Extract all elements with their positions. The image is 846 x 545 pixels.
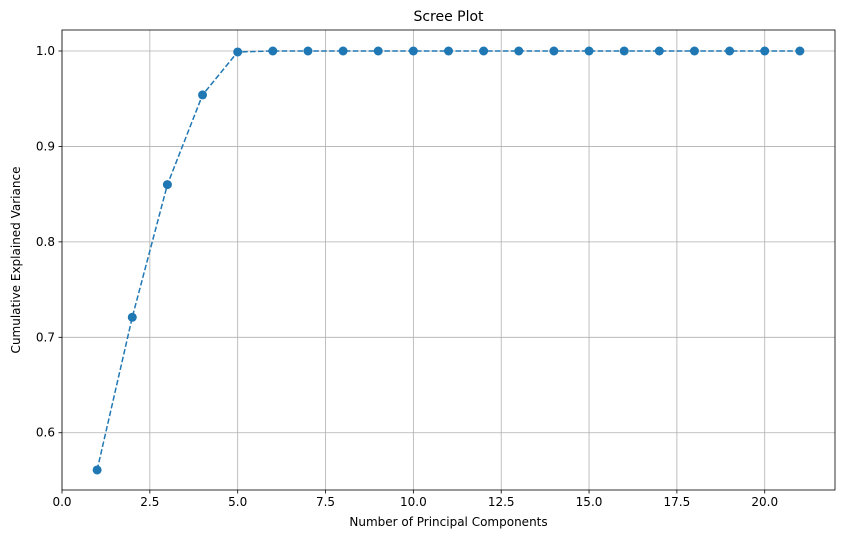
data-point [127, 312, 137, 322]
data-point [162, 180, 172, 190]
data-point [444, 46, 453, 56]
data-point [654, 46, 664, 56]
chart-title: Scree Plot [413, 9, 484, 25]
y-tick-label: 0.8 [36, 235, 55, 249]
data-point [689, 46, 699, 56]
x-axis-label: Number of Principal Components [349, 515, 547, 529]
data-point [373, 46, 383, 56]
x-tick-label: 10.0 [400, 495, 427, 509]
y-tick-label: 0.9 [36, 139, 55, 153]
data-point [549, 46, 559, 56]
y-tick-label: 0.7 [36, 330, 55, 344]
data-point [338, 46, 348, 56]
data-point [760, 46, 770, 56]
x-tick-label: 5.0 [228, 495, 247, 509]
x-tick-label: 0.0 [52, 495, 71, 509]
x-tick-label: 17.5 [664, 495, 691, 509]
data-point [408, 46, 418, 56]
x-tick-label: 2.5 [140, 495, 159, 509]
data-point [514, 46, 524, 56]
y-tick-label: 0.6 [36, 426, 55, 440]
axis-ticks: 0.0 2.5 5.0 7.5 10.0 12.5 15.0 17.5 20.0 0.6 0.7 0.… [36, 44, 778, 509]
data-point [198, 90, 208, 100]
data-series [92, 46, 805, 475]
data-point [303, 46, 313, 56]
data-point [268, 46, 278, 56]
y-axis-label: Cumulative Explained Variance [9, 167, 23, 354]
plot-frame [61, 29, 836, 491]
data-point [92, 465, 102, 475]
x-tick-label: 15.0 [576, 495, 603, 509]
data-point [725, 46, 735, 56]
data-point [795, 46, 805, 56]
data-point [619, 46, 629, 56]
x-tick-label: 12.5 [488, 495, 515, 509]
x-tick-label: 20.0 [751, 495, 778, 509]
data-point [233, 47, 243, 57]
data-point [479, 46, 489, 56]
data-point [584, 46, 594, 56]
y-tick-label: 1.0 [36, 44, 55, 58]
x-tick-label: 7.5 [316, 495, 335, 509]
